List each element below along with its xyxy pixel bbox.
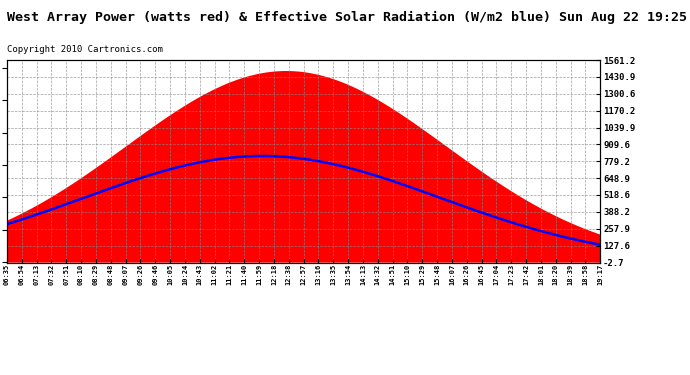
Text: Copyright 2010 Cartronics.com: Copyright 2010 Cartronics.com [7, 45, 163, 54]
Text: West Array Power (watts red) & Effective Solar Radiation (W/m2 blue) Sun Aug 22 : West Array Power (watts red) & Effective… [7, 11, 687, 24]
